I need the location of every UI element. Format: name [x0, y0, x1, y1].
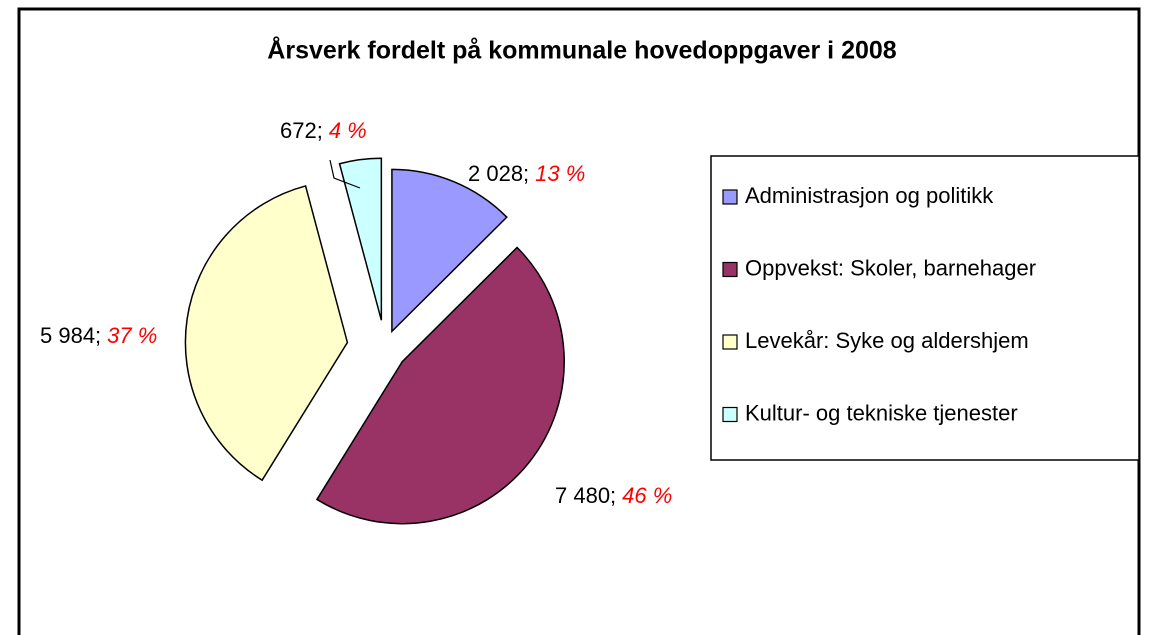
value-label: 672;: [280, 118, 323, 143]
legend-label: Administrasjon og politikk: [745, 183, 994, 208]
legend-swatch: [722, 406, 738, 423]
percentage-label: 37 %: [107, 323, 157, 348]
percentage-label: 13 %: [535, 161, 585, 186]
leader-line: [329, 159, 361, 189]
legend-swatch: [722, 261, 738, 278]
percentage-label: 46 %: [622, 483, 672, 508]
value-label: 2 028;: [468, 161, 529, 186]
chart-title: Årsverk fordelt på kommunale hovedoppgav…: [267, 36, 896, 65]
pie-slice: [338, 157, 383, 321]
value-label: 5 984;: [40, 323, 101, 348]
value-label: 7 480;: [555, 483, 616, 508]
data-label: 5 984; 37 %: [40, 323, 157, 348]
legend-label: Oppvekst: Skoler, barnehager: [745, 255, 1036, 280]
pie-slice: [391, 168, 508, 334]
data-label: 7 480; 46 %: [555, 483, 672, 508]
percentage-label: 4 %: [329, 118, 367, 143]
legend-label: Kultur- og tekniske tjenester: [745, 400, 1018, 425]
legend-swatch: [722, 189, 738, 205]
data-label: 672; 4 %: [280, 118, 367, 143]
pie-slice: [315, 246, 565, 525]
pie-slice: [184, 185, 349, 482]
data-label: 2 028; 13 %: [468, 161, 585, 186]
legend-box: [710, 155, 1140, 461]
legend-label: Levekår: Syke og aldershjem: [745, 328, 1029, 353]
legend-swatch: [722, 334, 738, 350]
